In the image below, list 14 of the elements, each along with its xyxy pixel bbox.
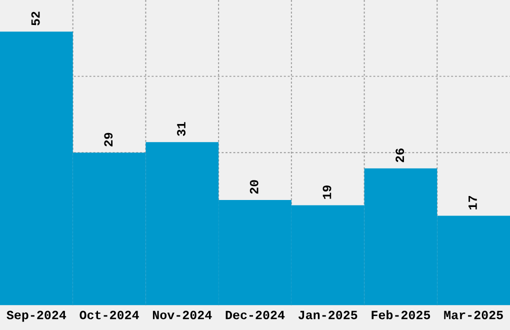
x-tick-label: Jan-2025 — [298, 310, 358, 320]
x-tick-label: Oct-2024 — [80, 310, 139, 320]
x-tick-label: Sep-2024 — [6, 310, 66, 322]
x-tick-label: Dec-2024 — [226, 310, 285, 320]
x-tick-label: Mar-2025 — [444, 310, 503, 320]
data-label: 52 — [31, 12, 40, 26]
data-label: 26 — [396, 148, 404, 162]
x-tick-label: Nov-2024 — [152, 310, 212, 320]
data-label: 31 — [177, 122, 186, 136]
data-label: 29 — [104, 132, 113, 146]
data-label: 19 — [322, 185, 332, 199]
data-label: 17 — [468, 196, 477, 210]
x-tick-label: Feb-2025 — [372, 310, 430, 320]
data-label: 20 — [250, 180, 258, 194]
